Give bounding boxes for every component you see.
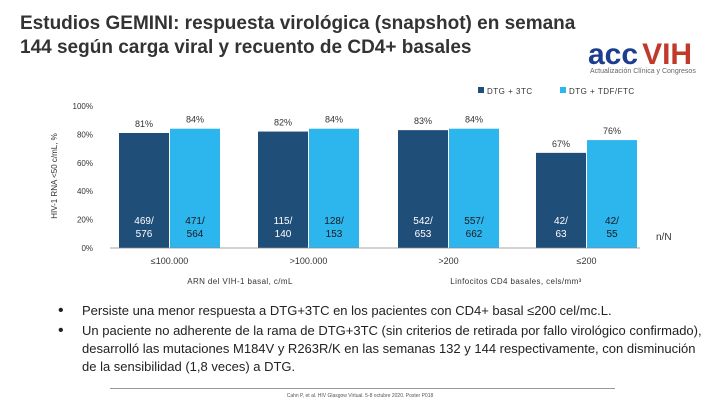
x-category-label: >200 [438,256,458,266]
bar-value-label: 84% [325,115,343,125]
bar-count-label: 542/ [413,216,433,227]
legend-label: DTG + TDF/FTC [569,87,635,96]
bar [258,131,308,248]
y-tick-label: 40% [77,187,93,196]
bar-value-label: 83% [414,116,432,126]
bar-value-label: 84% [465,115,483,125]
bar-count-label: 471/ [185,216,205,227]
bar-count-label: 576 [136,229,153,240]
bar [309,128,359,248]
bar-value-label: 67% [552,139,570,149]
bullet-dot-icon: • [58,302,64,319]
bar-value-label: 84% [186,115,204,125]
bar-count-label: 128/ [324,216,344,227]
bar-value-label: 76% [603,126,621,136]
bar [449,128,499,248]
bullet-list: • Persiste una menor respuesta a DTG+3TC… [52,302,702,378]
group-label: ARN del VIH-1 basal, c/mL [187,277,293,286]
bullet-item: • Persiste una menor respuesta a DTG+3TC… [52,302,702,320]
bar-count-label: 662 [466,229,483,240]
bar-value-label: 82% [274,118,292,128]
footnote-divider [110,388,615,389]
legend-swatch [560,87,566,93]
bar [536,152,586,248]
bullet-text: Un paciente no adherente de la rama de D… [82,323,702,374]
bar-count-label: 153 [326,229,343,240]
y-tick-label: 100% [73,102,93,111]
bar-count-label: 140 [275,229,292,240]
bar-count-label: 63 [555,229,567,240]
logo-subtitle: Actualización Clínica y Congresos [590,68,696,75]
legend-label: DTG + 3TC [487,87,533,96]
y-tick-label: 0% [81,244,93,253]
bar [119,132,169,248]
bar-count-label: 115/ [274,216,293,227]
y-axis-label: HIV-1 RNA <50 c/mL, % [50,133,59,219]
bar-count-label: 469/ [134,216,154,227]
logo-vih-text: VIH [642,38,693,71]
legend-swatch [478,87,484,93]
bar [398,130,448,248]
slide-title: Estudios GEMINI: respuesta virológica (s… [20,13,576,58]
bar [587,140,637,248]
bullet-item: • Un paciente no adherente de la rama de… [52,322,702,376]
bar-count-label: 564 [187,229,204,240]
y-tick-label: 60% [77,159,93,168]
bar [170,128,220,248]
x-category-label: ≤100.000 [151,256,188,266]
n-over-n-label: n/N [656,232,672,243]
bullet-dot-icon: • [58,322,64,339]
bar-value-label: 81% [135,119,153,129]
bar-count-label: 55 [606,229,618,240]
y-tick-label: 20% [77,216,93,225]
logo-acc-text: acc [588,38,639,71]
bar-count-label: 42/ [554,216,568,227]
y-tick-label: 80% [77,130,93,139]
bar-count-label: 557/ [464,216,484,227]
group-label: Linfocitos CD4 basales, cels/mm³ [450,277,582,286]
bar-count-label: 653 [415,229,432,240]
x-category-label: ≤200 [577,256,597,266]
acc-vih-logo: acc VIH Actualización Clínica y Congresos [588,38,706,78]
x-category-label: >100.000 [290,256,328,266]
bullet-text: Persiste una menor respuesta a DTG+3TC e… [82,303,612,318]
bar-count-label: 42/ [605,216,619,227]
footnote: Cahn P, et al. HIV Glasgow Virtual. 5-8 … [286,393,434,399]
